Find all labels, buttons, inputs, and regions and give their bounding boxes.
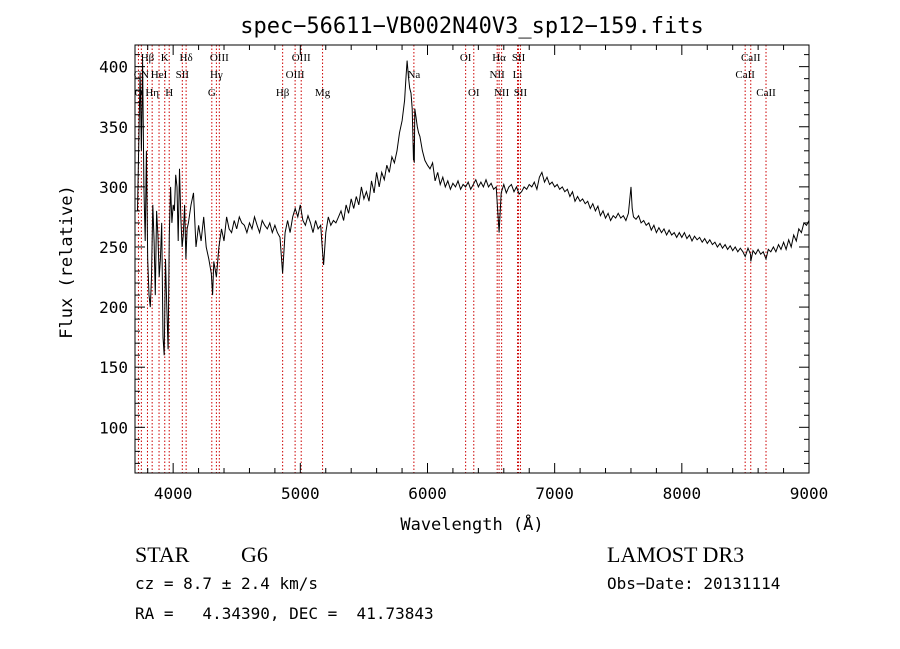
marker-label: SII <box>176 69 190 81</box>
line-markers <box>137 45 767 473</box>
marker-label: O <box>134 87 142 99</box>
y-tick-label: 400 <box>99 58 128 77</box>
y-tick-label: 350 <box>99 118 128 137</box>
chart-title: spec−56611−VB002N40V3_sp12−159.fits <box>240 14 704 39</box>
marker-label: G <box>208 87 216 99</box>
marker-label: NII <box>494 87 510 99</box>
marker-label: OI <box>468 87 480 99</box>
marker-label: OIII <box>286 69 305 81</box>
marker-label: Li <box>513 69 523 81</box>
marker-label: OIII <box>292 52 311 64</box>
marker-label: CN <box>134 69 149 81</box>
marker-label: SII <box>512 52 526 64</box>
marker-label: OI <box>460 52 472 64</box>
marker-label: CaII <box>756 87 776 99</box>
marker-label: Mg <box>315 87 331 99</box>
x-tick-label: 9000 <box>790 484 829 503</box>
marker-label: Na <box>407 69 420 81</box>
y-tick-label: 150 <box>99 358 128 377</box>
marker-label: OIII <box>210 52 229 64</box>
marker-label: NII <box>490 69 506 81</box>
marker-label: Hβ <box>141 52 155 64</box>
x-tick-label: 4000 <box>154 484 193 503</box>
y-tick-label: 300 <box>99 178 128 197</box>
marker-label: Hγ <box>210 69 223 81</box>
marker-label: H <box>165 87 173 99</box>
y-axis-ticks: 100 150 200 250 300 350 400 <box>99 54 809 464</box>
marker-label: Hα <box>492 52 506 64</box>
coordinates: RA = 4.34390, DEC = 41.73843 <box>135 604 434 623</box>
survey-name: LAMOST DR3 <box>607 542 744 567</box>
y-tick-label: 200 <box>99 298 128 317</box>
marker-label: K <box>161 52 169 64</box>
obs-date: Obs−Date: 20131114 <box>607 574 780 593</box>
series-layer <box>137 60 810 356</box>
y-axis-label: Flux (relative) <box>57 185 77 339</box>
marker-label: CaII <box>735 69 755 81</box>
x-axis-ticks: 4000 5000 6000 7000 8000 9000 <box>147 45 829 503</box>
x-tick-label: 7000 <box>535 484 574 503</box>
marker-label: Hδ <box>180 52 193 64</box>
marker-label: HeI <box>151 69 168 81</box>
marker-label: CaII <box>741 52 761 64</box>
x-tick-label: 5000 <box>281 484 320 503</box>
x-tick-label: 8000 <box>663 484 702 503</box>
x-tick-label: 6000 <box>408 484 447 503</box>
plot-frame <box>134 44 810 474</box>
object-class: STAR <box>135 542 190 567</box>
marker-label: SII <box>514 87 528 99</box>
redshift-readout: cz = 8.7 ± 2.4 km/s <box>135 574 318 593</box>
marker-label: Hη <box>145 87 159 99</box>
spectrum-line <box>137 60 810 356</box>
y-tick-label: 250 <box>99 238 128 257</box>
object-subclass: G6 <box>241 542 268 567</box>
x-axis-label: Wavelength (Å) <box>400 513 543 535</box>
y-tick-label: 100 <box>99 418 128 437</box>
marker-label: Hβ <box>276 87 290 99</box>
